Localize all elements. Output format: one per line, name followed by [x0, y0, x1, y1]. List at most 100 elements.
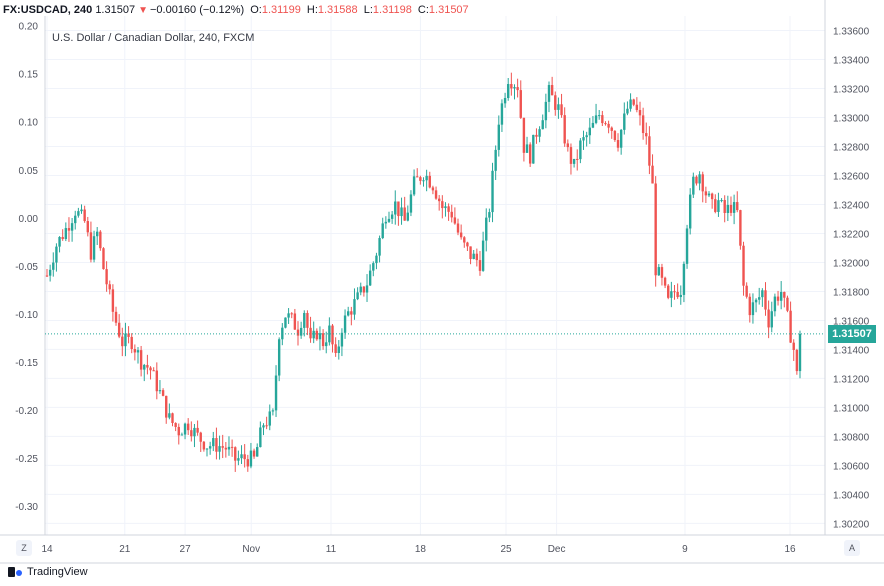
candle-body	[381, 223, 384, 239]
candle-body	[208, 446, 212, 449]
candle-body	[287, 313, 290, 318]
candle-body	[64, 228, 68, 240]
candle-body	[795, 349, 799, 372]
candle-body	[431, 187, 435, 191]
candle-body	[400, 207, 403, 217]
right-tick-label: 1.30200	[833, 519, 870, 530]
candle-body	[698, 174, 701, 184]
left-tick-label: -0.30	[15, 502, 38, 513]
right-tick-label: 1.33000	[833, 113, 870, 124]
candle-body	[645, 133, 648, 137]
candle-body	[623, 113, 626, 130]
x-tick-label: 9	[682, 544, 688, 555]
open-label: O:	[250, 4, 262, 16]
candle-body	[347, 311, 350, 316]
tradingview-logo[interactable]: TradingView	[8, 566, 88, 578]
current-price-tag: 1.31507	[828, 324, 876, 343]
candle-body	[582, 137, 585, 141]
candle-body	[598, 115, 601, 117]
right-tick-label: 1.30600	[833, 461, 870, 472]
candle-body	[579, 140, 582, 160]
open-value: 1.31199	[261, 4, 301, 16]
candle-body	[70, 223, 74, 231]
candle-body	[306, 312, 309, 328]
candle-body	[80, 209, 83, 212]
right-tick-label: 1.31600	[833, 316, 870, 327]
candle-body	[576, 158, 579, 160]
candle-body	[742, 245, 745, 286]
candle-body	[243, 454, 246, 460]
candle-body	[412, 176, 416, 195]
left-tick-label: 0.20	[19, 22, 39, 33]
auto-scale-button[interactable]: A	[844, 540, 860, 556]
right-tick-label: 1.32800	[833, 142, 870, 153]
candle-body	[466, 242, 469, 247]
right-tick-label: 1.33600	[833, 26, 870, 37]
candle-body	[764, 290, 767, 310]
candle-body	[158, 390, 162, 392]
candle-body	[745, 285, 748, 297]
candle-body	[692, 176, 695, 195]
left-tick-label: -0.15	[15, 358, 38, 369]
high-value: 1.31588	[317, 4, 358, 16]
candle-body	[626, 108, 629, 114]
candle-body	[259, 427, 262, 448]
candle-body	[547, 85, 551, 102]
candle-body	[773, 296, 777, 312]
low-label: L:	[363, 4, 373, 16]
candle-body	[384, 221, 388, 224]
left-tick-label: 0.05	[19, 166, 39, 177]
candle-body	[463, 237, 466, 243]
candle-body	[635, 104, 639, 111]
candle-body	[560, 104, 563, 116]
candle-body	[437, 198, 441, 202]
candle-body	[450, 211, 453, 218]
candle-body	[714, 199, 717, 212]
zoom-reset-button[interactable]: Z	[16, 540, 32, 556]
candle-body	[190, 430, 193, 437]
candle-body	[469, 246, 472, 259]
candle-body	[453, 217, 457, 224]
candle-body	[52, 262, 55, 270]
candle-body	[503, 98, 507, 104]
x-tick-label: 18	[415, 544, 427, 555]
candle-body	[798, 333, 802, 372]
candle-body	[321, 333, 325, 347]
x-tick-label: 14	[41, 544, 53, 555]
candle-body	[701, 174, 704, 192]
candle-body	[488, 212, 491, 218]
candle-body	[532, 134, 535, 164]
candle-body	[146, 364, 149, 368]
candle-body	[161, 390, 165, 396]
candle-body	[136, 350, 140, 353]
candle-body	[312, 330, 315, 339]
candle-body	[475, 253, 479, 261]
candle-body	[368, 270, 372, 286]
candle-body	[588, 127, 591, 136]
candle-body	[365, 285, 369, 293]
candle-body	[127, 333, 130, 337]
candle-body	[657, 267, 661, 276]
candle-body	[485, 217, 488, 241]
candle-body	[96, 231, 99, 237]
close-value: 1.31507	[428, 4, 469, 16]
candle-body	[494, 149, 497, 171]
candle-body	[218, 446, 221, 452]
candle-body	[497, 124, 500, 150]
candle-body	[265, 425, 268, 427]
candle-body	[566, 143, 570, 148]
candle-body	[607, 123, 610, 128]
candle-body	[525, 144, 529, 153]
candle-body	[481, 240, 485, 271]
candle-body	[227, 446, 231, 450]
candle-body	[249, 450, 253, 467]
left-tick-label: -0.20	[15, 406, 38, 417]
left-axis-ticks: 0.20 0.15 0.10 0.05 0.00 -0.05 -0.10 -0.15 -0.20…	[15, 22, 38, 514]
candle-body	[667, 285, 670, 298]
candle-body	[591, 122, 595, 128]
candle-body	[767, 309, 770, 328]
right-tick-label: 1.30400	[833, 490, 870, 501]
candle-body	[343, 315, 347, 333]
x-tick-label: 11	[326, 544, 337, 555]
candle-body	[751, 302, 755, 316]
